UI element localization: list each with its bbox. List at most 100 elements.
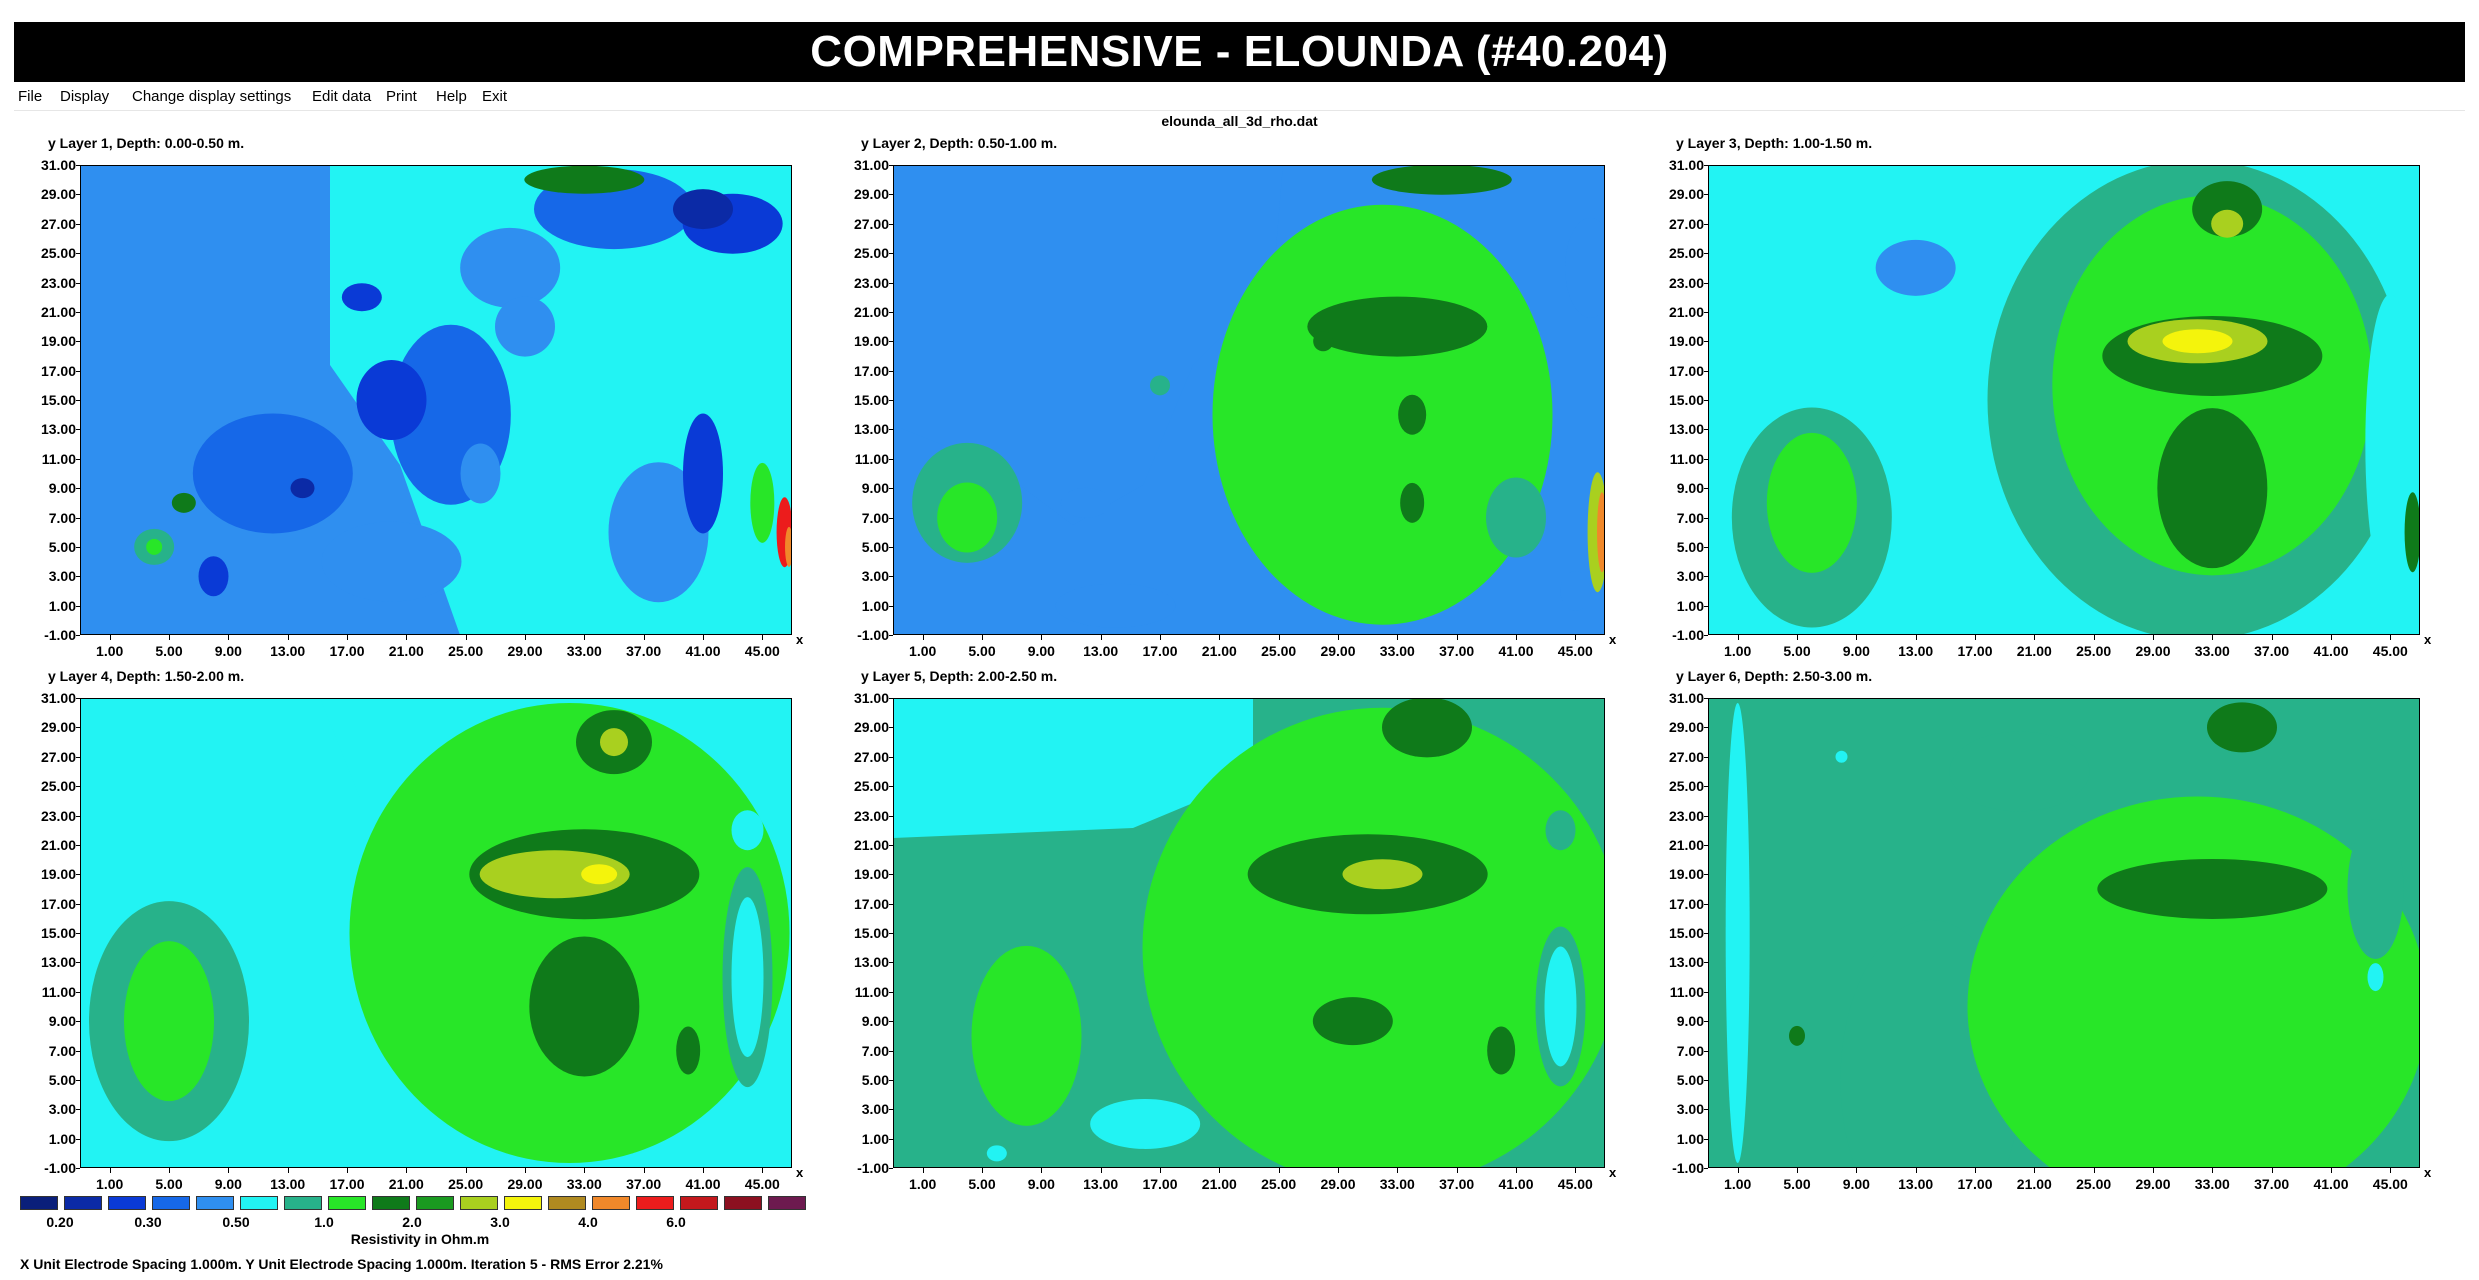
- x-tick-mark: [1575, 635, 1577, 640]
- y-tick-mark: [889, 1050, 893, 1052]
- x-tick-mark: [703, 635, 704, 640]
- y-tick-mark: [76, 874, 80, 876]
- menu-exit[interactable]: Exit: [482, 88, 508, 105]
- x-tick-mark: [1041, 635, 1043, 640]
- y-tick-mark: [76, 458, 80, 460]
- y-tick-label: 17.00: [1668, 362, 1704, 379]
- contour-region: [750, 462, 775, 543]
- y-tick-mark: [76, 1109, 80, 1111]
- contour-region: [290, 478, 315, 499]
- x-tick-label: 29.00: [2135, 643, 2171, 659]
- legend-swatch: [504, 1196, 542, 1210]
- x-tick-label: 45.00: [744, 643, 780, 659]
- y-tick-label: 21.00: [40, 836, 76, 853]
- contour-region: [1371, 165, 1512, 195]
- menu-print[interactable]: Print: [386, 88, 417, 105]
- y-tick-mark: [889, 756, 893, 758]
- x-tick-label: 41.00: [685, 643, 721, 659]
- contour-region: [893, 698, 1253, 838]
- y-tick-label: 3.00: [861, 568, 889, 585]
- x-tick-mark: [465, 635, 467, 640]
- y-tick-label: 29.00: [1668, 719, 1704, 736]
- legend-swatch: [724, 1196, 762, 1210]
- menu-display[interactable]: Display: [60, 88, 110, 105]
- y-tick-mark: [1704, 370, 1708, 372]
- x-axis-label: x: [796, 1165, 804, 1180]
- menu-file[interactable]: File: [18, 88, 43, 105]
- legend-swatch: [460, 1196, 498, 1210]
- contour-region: [673, 189, 733, 230]
- x-tick-label: 37.00: [2254, 1176, 2290, 1192]
- x-tick-label: 33.00: [2194, 1176, 2230, 1192]
- y-tick-label: 7.00: [48, 509, 76, 526]
- y-tick-label: -1.00: [857, 627, 889, 643]
- y-tick-label: 3.00: [48, 568, 76, 585]
- legend-caption: Resistivity in Ohm.m: [350, 1231, 490, 1247]
- x-tick-label: 29.00: [507, 643, 543, 659]
- contour-region: [608, 462, 709, 603]
- y-tick-mark: [1704, 517, 1708, 519]
- y-tick-mark: [1704, 1109, 1708, 1111]
- y-tick-mark: [1704, 874, 1708, 876]
- y-tick-mark: [76, 815, 80, 817]
- y-tick-mark: [889, 165, 893, 166]
- menu-help[interactable]: Help: [436, 88, 467, 105]
- y-tick-label: 17.00: [40, 362, 76, 379]
- y-tick-mark: [1704, 844, 1708, 846]
- y-tick-label: 1.00: [48, 597, 76, 614]
- contour-region: [1312, 997, 1393, 1046]
- x-tick-label: 1.00: [1724, 1176, 1752, 1192]
- resistivity-contour-plot: [1708, 698, 2420, 1168]
- x-tick-mark: [228, 1168, 230, 1173]
- y-tick-label: 1.00: [861, 597, 889, 614]
- legend-swatch: [636, 1196, 674, 1210]
- contour-region: [349, 703, 790, 1163]
- x-tick-mark: [1856, 1168, 1858, 1173]
- x-tick-label: 21.00: [1201, 1176, 1237, 1192]
- y-tick-label: 1.00: [861, 1130, 889, 1147]
- x-axis-label: x: [1609, 632, 1617, 647]
- x-tick-mark: [1160, 1168, 1161, 1173]
- contour-region: [2192, 181, 2263, 238]
- contour-region: [1400, 482, 1425, 523]
- x-tick-label: 29.00: [1320, 643, 1356, 659]
- legend-swatch: [548, 1196, 586, 1210]
- y-tick-mark: [889, 698, 893, 699]
- y-tick-mark: [1704, 253, 1708, 255]
- contour-region: [2097, 858, 2328, 919]
- y-tick-label: 29.00: [853, 719, 889, 736]
- y-tick-label: 25.00: [40, 778, 76, 795]
- menu-edit-data[interactable]: Edit data: [312, 88, 372, 105]
- y-tick-mark: [1704, 311, 1708, 313]
- y-tick-label: -1.00: [857, 1160, 889, 1176]
- x-tick-mark: [2093, 635, 2095, 640]
- menu-change-display-settings[interactable]: Change display settings: [132, 88, 292, 105]
- y-tick-label: 11.00: [854, 983, 889, 1000]
- x-tick-mark: [1737, 1168, 1739, 1173]
- legend-swatch: [592, 1196, 630, 1210]
- y-tick-label: 9.00: [861, 480, 889, 497]
- y-tick-label: 3.00: [1676, 568, 1704, 585]
- y-tick-mark: [1704, 815, 1708, 817]
- legend-label: 1.0: [314, 1214, 334, 1230]
- y-tick-mark: [1704, 429, 1708, 431]
- x-tick-mark: [2212, 1168, 2214, 1173]
- x-tick-label: 25.00: [1261, 1176, 1297, 1192]
- y-tick-label: 13.00: [853, 421, 889, 438]
- contour-region: [1835, 750, 1848, 763]
- contour-region: [1060, 487, 1111, 518]
- y-tick-label: 31.00: [1668, 157, 1704, 173]
- y-tick-label: 25.00: [1668, 245, 1704, 262]
- y-tick-label: 3.00: [861, 1101, 889, 1118]
- y-tick-mark: [889, 1079, 893, 1081]
- contour-region: [1382, 698, 1472, 758]
- y-tick-mark: [76, 370, 80, 372]
- x-tick-label: 29.00: [507, 1176, 543, 1192]
- contour-region: [192, 413, 353, 534]
- x-tick-mark: [169, 1168, 170, 1173]
- x-tick-label: 45.00: [1557, 1176, 1593, 1192]
- y-tick-mark: [76, 488, 80, 490]
- y-tick-label: 31.00: [1668, 690, 1704, 706]
- legend-label: 2.0: [402, 1214, 422, 1230]
- y-tick-mark: [76, 786, 80, 788]
